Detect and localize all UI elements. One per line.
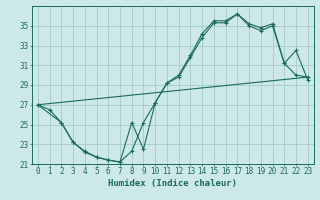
X-axis label: Humidex (Indice chaleur): Humidex (Indice chaleur) — [108, 179, 237, 188]
